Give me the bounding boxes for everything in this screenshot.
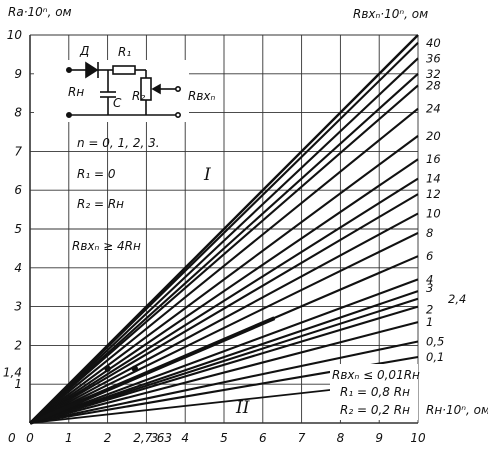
series-line xyxy=(29,305,419,425)
circuit-r1-label: R₁ xyxy=(118,45,131,59)
x-axis-label: Rн·10ⁿ, ом xyxy=(426,403,488,417)
series-label: 16 xyxy=(426,152,441,166)
region-1-label: I xyxy=(203,165,211,185)
y-tick-label: 6 xyxy=(14,183,22,197)
series-label: 20 xyxy=(426,129,441,143)
x-tick-label: 0 xyxy=(26,431,34,445)
origin-label: 0 xyxy=(8,431,16,445)
series-label: 36 xyxy=(426,51,441,65)
x-tick-label: 9 xyxy=(375,431,383,445)
circuit-r2-label: R₂ xyxy=(132,89,145,103)
series-line xyxy=(29,177,419,424)
x-tick-label: 4 xyxy=(181,431,189,445)
circuit-inset xyxy=(34,60,189,122)
highlight-marker xyxy=(104,365,111,372)
y-tick-label: 9 xyxy=(14,67,22,81)
x-tick-label: 6 xyxy=(259,431,267,445)
series-label: 0,1 xyxy=(426,350,444,364)
series-label: 28 xyxy=(426,78,441,92)
series-line xyxy=(29,297,419,425)
y-tick-label: 7 xyxy=(14,144,22,158)
condition-rin: Rвхₙ ≥ 4Rн xyxy=(72,239,141,253)
series-label: 0,5 xyxy=(426,335,444,349)
series-label: 6 xyxy=(426,249,433,263)
series-label: 2 xyxy=(426,303,433,317)
grid xyxy=(29,34,419,424)
x-tick-label: 8 xyxy=(337,431,345,445)
circuit-diode-label: Д xyxy=(79,44,89,58)
x-tick-label: 1 xyxy=(65,431,73,445)
x-tick-label: 5 xyxy=(220,431,228,445)
series-line xyxy=(29,57,419,424)
series-label: 4 xyxy=(426,272,433,286)
x-tick-label-extra: 63 xyxy=(157,431,172,445)
series-label: 32 xyxy=(426,67,441,81)
series-line xyxy=(29,73,419,424)
x-tick-label: 2 xyxy=(104,431,112,445)
curves xyxy=(29,34,419,425)
series-label: 14 xyxy=(426,172,441,186)
series-label: 12 xyxy=(426,187,441,201)
series-line xyxy=(29,84,419,424)
x-tick-label: 7 xyxy=(298,431,306,445)
y-tick-label: 8 xyxy=(14,106,22,120)
series-line xyxy=(29,42,419,424)
series-line xyxy=(29,321,419,425)
circuit-rn-label: Rн xyxy=(68,85,84,99)
y-axis-label-left: Rа·10ⁿ, ом xyxy=(8,5,72,19)
series-label: 2,4 xyxy=(448,292,466,306)
y-axis-label-right: Rвхₙ·10ⁿ, ом xyxy=(353,7,428,21)
series-label: 24 xyxy=(426,102,441,116)
series-line xyxy=(29,290,419,424)
series-line xyxy=(29,278,419,424)
lower-condition-r1: R₁ = 0,8 Rн xyxy=(340,385,410,399)
series-label: 3 xyxy=(426,281,433,295)
condition-r1: R₁ = 0 xyxy=(77,167,116,181)
lower-condition-rin: Rвхₙ ≤ 0,01Rн xyxy=(332,368,420,382)
series-line xyxy=(29,135,419,424)
y-tick-label: 1,4 xyxy=(3,366,22,380)
y-tick-label: 10 xyxy=(7,28,23,42)
highlight-marker xyxy=(131,365,138,372)
y-tick-label: 4 xyxy=(14,261,22,275)
circuit-rin-label: Rвхₙ xyxy=(188,89,216,103)
series-label: 1 xyxy=(426,315,433,329)
series-line xyxy=(29,340,419,425)
series-line xyxy=(29,158,419,424)
circuit-c-label: C xyxy=(113,96,122,110)
y-tick-label: 5 xyxy=(14,222,22,236)
series-label: 10 xyxy=(426,206,441,220)
series-line xyxy=(29,212,419,424)
series-line xyxy=(29,107,419,424)
x-tick-label: 2,7 xyxy=(133,431,152,445)
series-line xyxy=(29,231,419,424)
x-tick-label: 3 xyxy=(151,431,159,445)
series-label: 40 xyxy=(426,36,441,50)
series-label: 8 xyxy=(426,226,433,240)
series-line xyxy=(29,193,419,424)
highlight-line xyxy=(29,316,276,425)
x-tick-label: 10 xyxy=(410,431,426,445)
y-tick-label: 2 xyxy=(14,338,22,352)
y-tick-label: 1 xyxy=(14,377,22,391)
region-2-label: II xyxy=(235,398,250,418)
condition-r2: R₂ = Rн xyxy=(77,197,124,211)
condition-n: n = 0, 1, 2, 3. xyxy=(77,136,160,150)
y-tick-label: 3 xyxy=(14,300,22,314)
lower-condition-r2: R₂ = 0,2 Rн xyxy=(340,403,410,417)
